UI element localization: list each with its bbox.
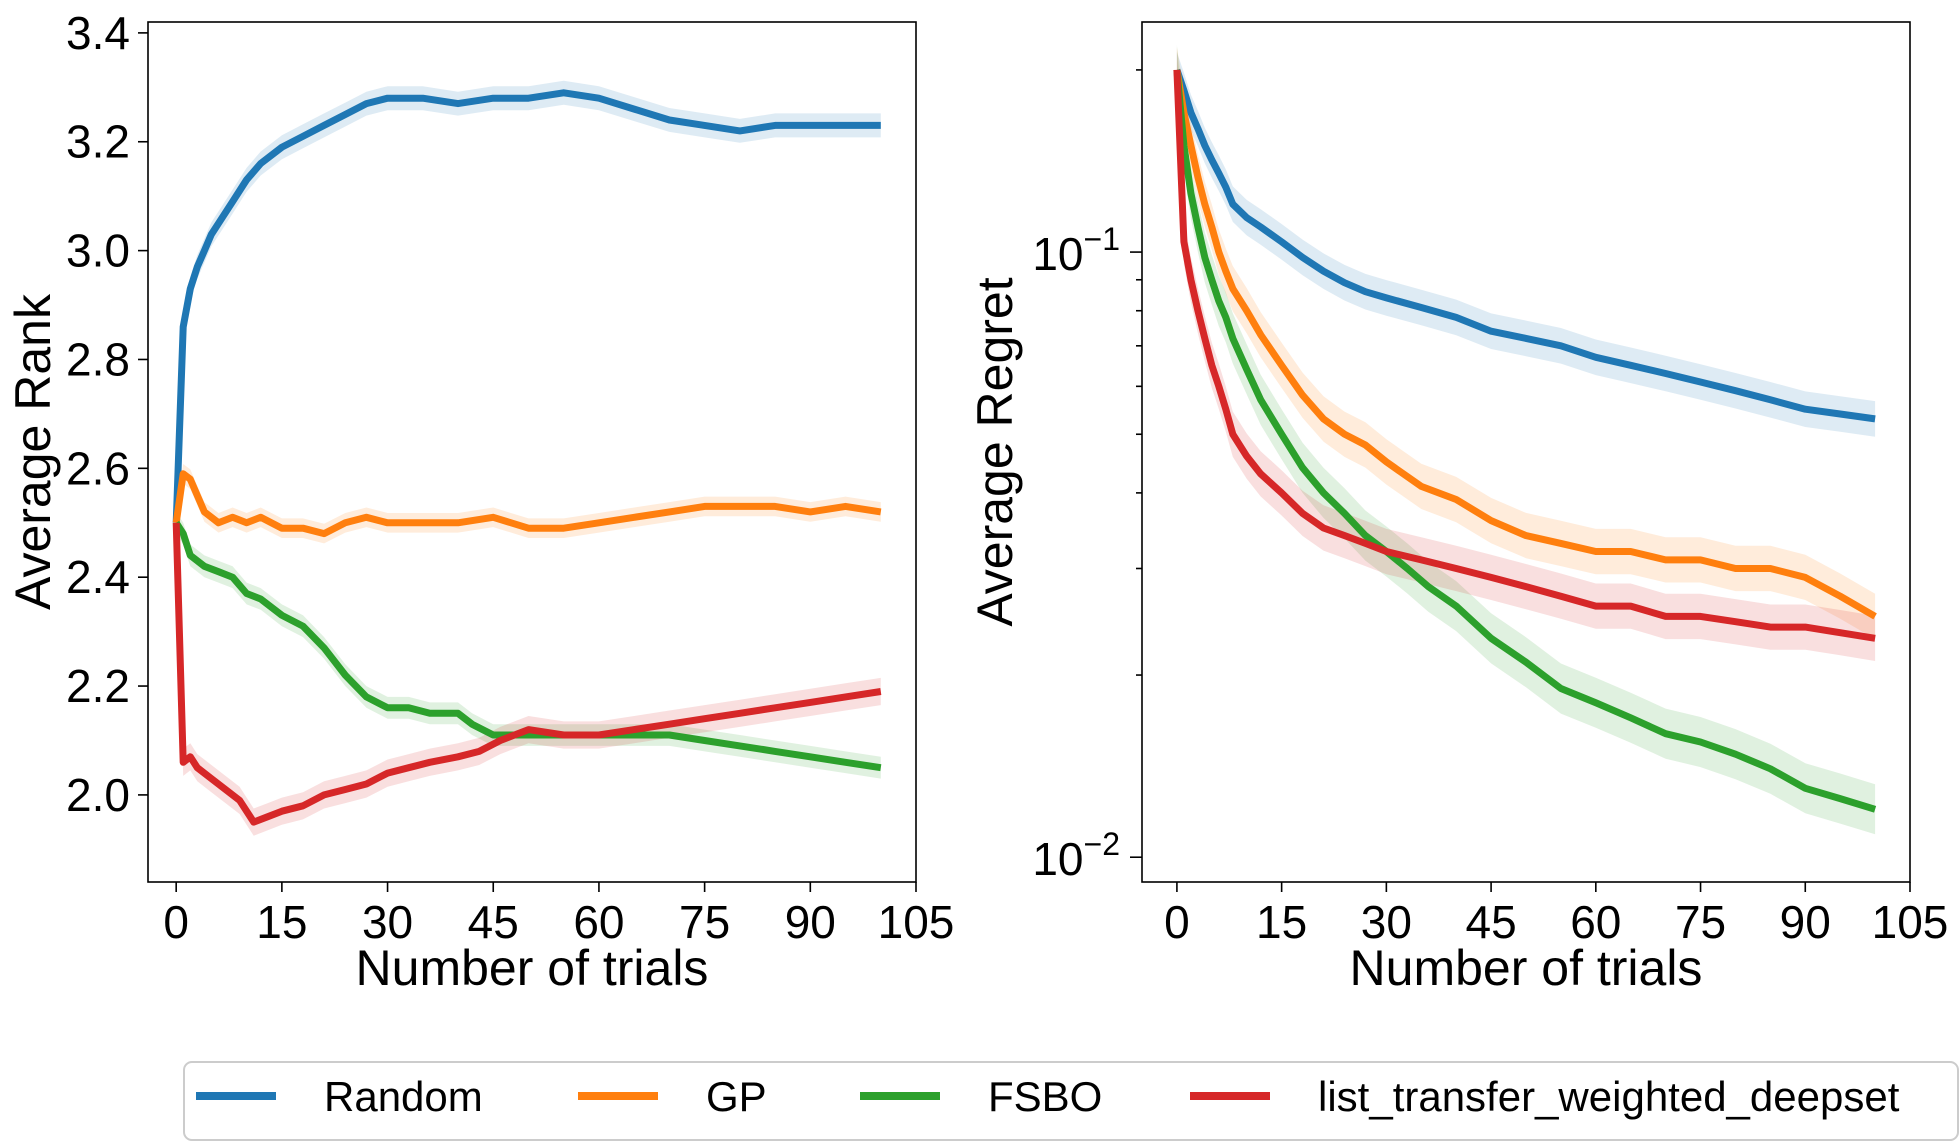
regret-chart-y-label: Average Regret [967, 277, 1023, 626]
rank-chart-x-ticks: 0 15 30 45 60 75 90 105 [163, 882, 954, 948]
rank-chart-y-tick-label: 2.4 [66, 551, 130, 603]
rank-chart-line-random [172, 89, 881, 523]
rank-chart-y-tick-label: 2.8 [66, 333, 130, 385]
legend-label-list-transfer-weighted-deepset: list_transfer_weighted_deepset [1318, 1073, 1900, 1120]
rank-chart-line-gp [172, 470, 882, 538]
regret-chart-line-gp [1173, 69, 1877, 620]
regret-chart-x-tick-label: 15 [1256, 896, 1307, 948]
regret-chart-y-ticks: 10−1 10−2 [1032, 69, 1142, 885]
regret-chart-line-list-transfer-weighted-deepset [1173, 69, 1876, 642]
rank-chart-x-tick-label: 45 [468, 896, 519, 948]
regret-chart-x-label: Number of trials [1350, 940, 1703, 996]
rank-chart-x-tick-label: 90 [785, 896, 836, 948]
rank-chart-frame [147, 21, 917, 883]
regret-chart-x-tick-label: 105 [1872, 896, 1949, 948]
legend-label-random: Random [324, 1073, 483, 1120]
regret-chart-lines [1173, 68, 1877, 813]
rank-chart-line-list-transfer-weighted-deepset [172, 522, 882, 826]
rank-chart-x-tick-label: 30 [362, 896, 413, 948]
rank-chart-y-tick-label: 3.0 [66, 225, 130, 277]
regret-chart-x-tick-label: 75 [1675, 896, 1726, 948]
regret-chart-line-fsbo [1173, 69, 1877, 813]
regret-chart-x-tick-label: 0 [1164, 896, 1190, 948]
rank-chart-x-tick-label: 60 [573, 896, 624, 948]
regret-chart-x-tick-label: 60 [1570, 896, 1621, 948]
regret-chart-x-tick-label: 30 [1361, 896, 1412, 948]
rank-chart-y-tick-label: 2.2 [66, 660, 130, 712]
rank-chart: 0 15 30 45 60 75 90 105 2.0 2.2 2.4 2.6 2.8 3.0 3.2 3.… [5, 7, 954, 996]
regret-chart-frame [1141, 21, 1911, 883]
rank-chart-y-tick-label: 3.2 [66, 116, 130, 168]
regret-chart-y-tick-label: 10−1 [1032, 221, 1120, 280]
rank-chart-y-ticks: 2.0 2.2 2.4 2.6 2.8 3.0 3.2 3.4 [66, 7, 148, 821]
regret-chart-x-tick-label: 90 [1780, 896, 1831, 948]
rank-chart-lines [172, 89, 882, 826]
regret-chart-line-random [1173, 68, 1876, 423]
legend-box [183, 1061, 1959, 1141]
rank-chart-y-label: Average Rank [5, 293, 61, 610]
rank-chart-band-list-transfer-weighted-deepset [176, 509, 881, 836]
regret-chart-x-tick-label: 45 [1466, 896, 1517, 948]
regret-chart-y-tick-label: 10−2 [1032, 826, 1120, 885]
rank-chart-line-fsbo [173, 520, 882, 772]
rank-chart-x-label: Number of trials [356, 940, 709, 996]
regret-chart: 0 15 30 45 60 75 90 105 10−1 10−2 Number of tria… [967, 21, 1948, 996]
regret-chart-band-fsbo [1176, 44, 1876, 835]
legend-label-gp: GP [706, 1073, 767, 1120]
legend: Random GP FSBO list_transfer_weighted_deeps… [183, 1061, 1959, 1141]
rank-chart-x-tick-label: 15 [256, 896, 307, 948]
rank-chart-x-tick-label: 0 [163, 896, 189, 948]
regret-chart-band-random [1176, 52, 1876, 437]
legend-label-fsbo: FSBO [988, 1073, 1102, 1120]
rank-chart-x-tick-label: 75 [679, 896, 730, 948]
rank-chart-x-tick-label: 105 [878, 896, 955, 948]
rank-chart-bands [176, 80, 881, 836]
regret-chart-x-ticks: 0 15 30 45 60 75 90 105 [1164, 882, 1948, 948]
legend-entries: Random GP FSBO list_transfer_weighted_deeps… [196, 1073, 1900, 1120]
rank-chart-y-tick-label: 3.4 [66, 7, 130, 59]
rank-chart-y-tick-label: 2.6 [66, 442, 130, 494]
rank-chart-y-tick-label: 2.0 [66, 769, 130, 821]
